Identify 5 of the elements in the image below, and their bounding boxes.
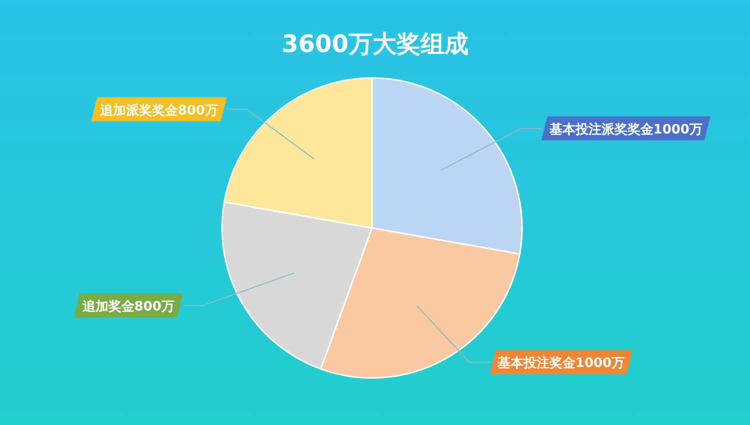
slice-label: 基本投注派奖奖金1000万 (548, 121, 702, 138)
slice-label: 追加派奖奖金800万 (98, 102, 218, 118)
slice-label: 追加奖金800万 (81, 300, 174, 314)
chart-title: 3600万大奖组成 (280, 29, 470, 60)
slice-label: 基本投注奖金1000万 (496, 355, 625, 372)
